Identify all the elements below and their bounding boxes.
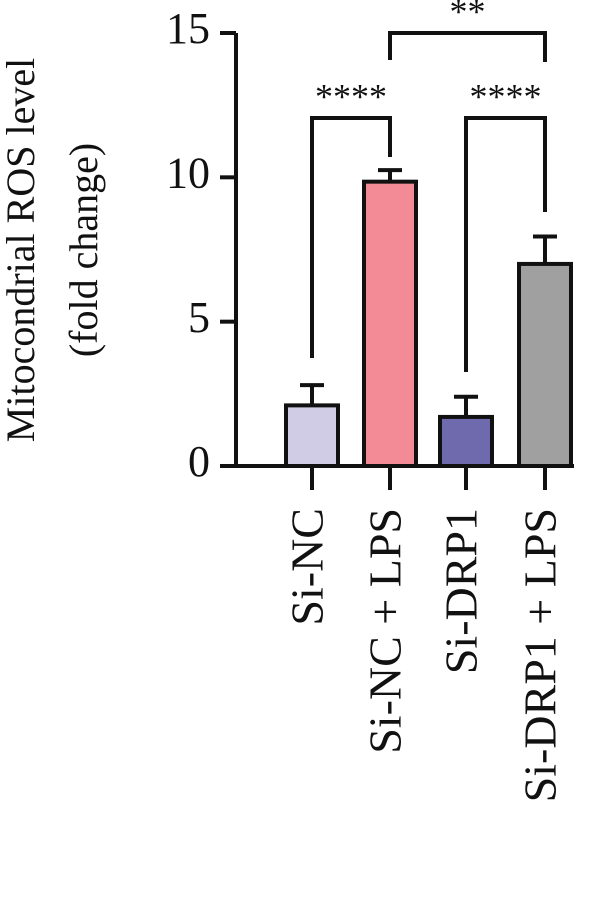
y-axis-label: (fold change) bbox=[61, 143, 106, 357]
y-tick-label: 15 bbox=[166, 4, 210, 53]
significance-label: **** bbox=[470, 76, 542, 116]
significance-bracket bbox=[388, 31, 547, 62]
significance-bracket bbox=[310, 116, 392, 358]
significance-bracket bbox=[464, 116, 547, 372]
x-tick-label: Si-DRP1 + LPS bbox=[515, 508, 566, 802]
significance-label: ** bbox=[450, 0, 486, 31]
y-tick-label: 5 bbox=[188, 293, 210, 342]
x-tick-label: Si-NC bbox=[282, 508, 333, 626]
y-tick-label: 0 bbox=[188, 437, 210, 486]
y-tick-label: 10 bbox=[166, 148, 210, 197]
bar bbox=[517, 261, 573, 468]
significance-label: **** bbox=[315, 76, 387, 116]
y-axis-label: Mitocondrial ROS level bbox=[0, 58, 43, 442]
bar bbox=[362, 179, 418, 468]
bar bbox=[438, 414, 494, 468]
bar bbox=[284, 403, 340, 469]
x-tick-label: Si-DRP1 bbox=[436, 508, 487, 674]
x-tick-label: Si-NC + LPS bbox=[360, 508, 411, 754]
